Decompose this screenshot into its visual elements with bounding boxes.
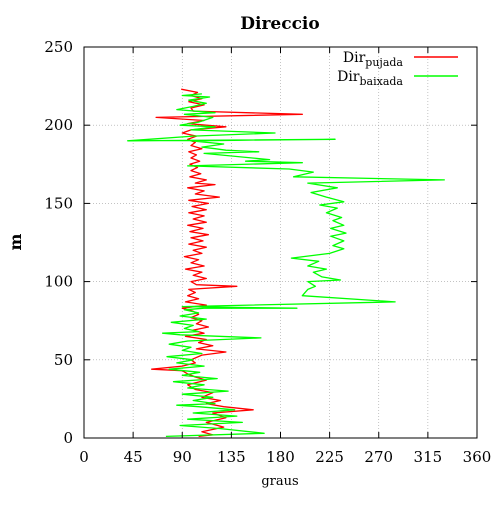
x-tick-label: 0 [79,448,89,466]
grid [84,47,477,438]
legend-label: Dirbaixada [337,69,403,88]
y-tick-label: 200 [44,116,73,134]
y-tick-label: 50 [54,351,73,369]
x-tick-label: 315 [414,448,443,466]
x-tick-label: 225 [315,448,344,466]
x-tick-label: 135 [217,448,246,466]
x-tick-label: 180 [266,448,295,466]
x-axis-label: graus [261,474,298,489]
y-tick-label: 250 [44,38,73,56]
ticks: 0 45 90 135 180 225 270 315 360 0 50 100 150 200 250 [44,38,491,466]
y-tick-label: 150 [44,194,73,212]
series-line-baixada [127,93,445,438]
y-tick-label: 100 [44,273,73,291]
y-axis-label: m [6,233,25,250]
x-tick-label: 90 [173,448,192,466]
series-line-pujada [151,88,303,438]
series-layer [127,88,445,438]
chart-title: Direccio [240,14,319,34]
x-tick-label: 360 [463,448,492,466]
x-tick-label: 270 [364,448,393,466]
y-tick-label: 0 [63,429,73,447]
x-tick-label: 45 [124,448,143,466]
legend-label: Dirpujada [343,50,404,69]
